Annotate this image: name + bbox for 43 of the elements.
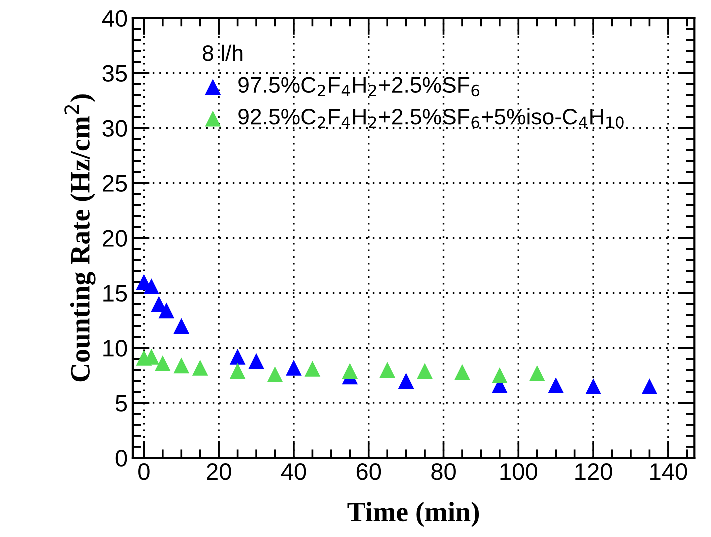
x-tick-label: 140 [650, 464, 688, 480]
x-tick-label: 40 [281, 464, 306, 480]
point [380, 362, 396, 378]
y-tick-label: 5 [116, 395, 128, 412]
point [586, 378, 602, 395]
point [154, 356, 171, 372]
y-tick-label: 15 [104, 285, 128, 302]
legend-label: 97.5%C$_{2}$F$_{4}$H$_{2}$+2.5%SF$_{6}$ [238, 77, 480, 97]
point [192, 360, 208, 376]
point [454, 364, 470, 380]
point [304, 361, 321, 377]
x-tick-label: 60 [356, 464, 382, 480]
point [417, 363, 433, 380]
x-tick-label: 0 [138, 464, 150, 480]
x-axis-title: Time (min) [348, 502, 480, 528]
point [158, 302, 175, 319]
y-tick-label: 25 [103, 175, 128, 192]
y-tick-label: 20 [103, 230, 128, 247]
point [398, 373, 414, 390]
point [248, 353, 264, 370]
point [642, 378, 658, 395]
x-tick-label: 20 [207, 464, 232, 480]
point [230, 348, 246, 365]
y-tick-label: 0 [116, 450, 128, 467]
point [529, 365, 546, 382]
point [230, 363, 246, 380]
point [267, 366, 284, 382]
point [548, 378, 564, 394]
y-tick-label: 35 [102, 65, 128, 82]
legend-title: 8 l/h [202, 44, 243, 62]
y-tick-label: 40 [102, 10, 128, 28]
y-tick-label: 10 [104, 340, 128, 357]
point [286, 360, 302, 376]
point [144, 278, 160, 294]
point [174, 358, 190, 374]
point [342, 363, 358, 380]
y-tick-label: 30 [102, 120, 128, 137]
point [174, 318, 190, 334]
x-tick-label: 120 [576, 464, 612, 480]
point [492, 368, 508, 384]
y-axis-title: Counting Rate (Hz/cm$^{2}$) [64, 94, 96, 382]
x-tick-label: 100 [500, 464, 538, 480]
x-tick-label: 80 [432, 464, 456, 480]
